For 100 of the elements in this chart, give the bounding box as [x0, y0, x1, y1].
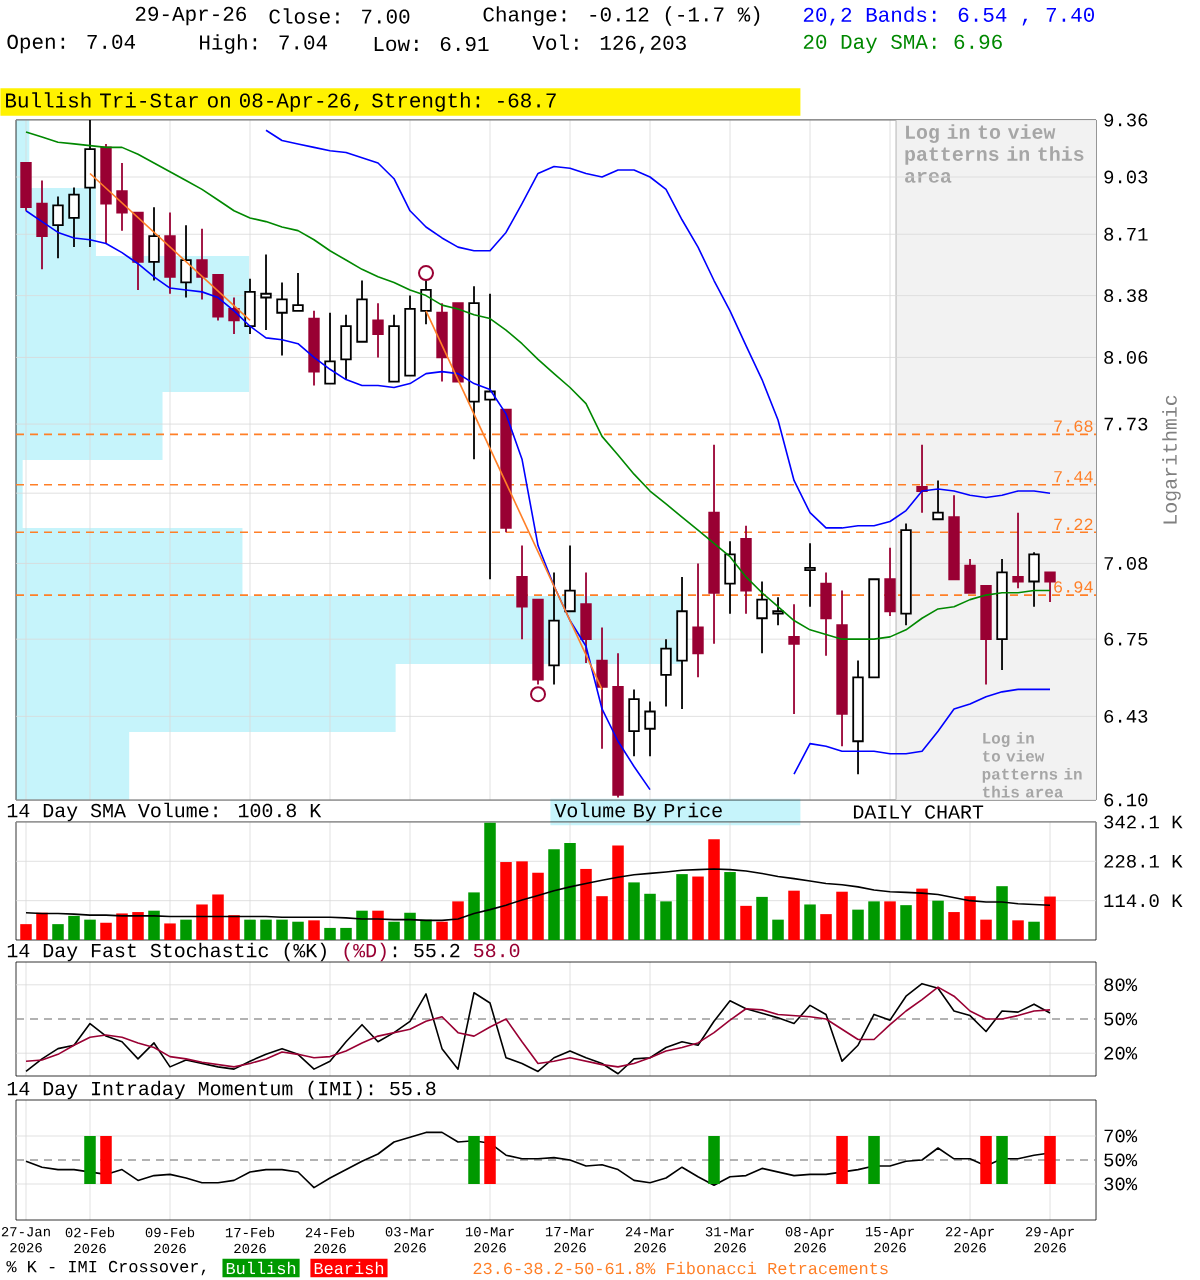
bar	[468, 892, 480, 940]
candlestick	[772, 596, 784, 627]
bar	[180, 919, 192, 940]
chart-title: Bullish Tri-Star on 08-Apr-26, Strength: -68.7	[6, 92, 556, 112]
bar	[100, 922, 112, 940]
text: Open: 7.04	[7, 34, 136, 54]
bar	[84, 919, 96, 940]
text: High: 7.04	[200, 34, 328, 54]
candlestick	[692, 562, 704, 679]
bar	[868, 901, 880, 940]
y-tick-label: 228.1 K	[1104, 854, 1183, 868]
bar	[740, 905, 752, 940]
candlestick	[1012, 511, 1024, 590]
bar	[404, 912, 416, 940]
candlestick	[164, 211, 176, 295]
y-tick-label: 7.73	[1104, 417, 1148, 431]
bar	[436, 921, 448, 940]
bar	[788, 890, 800, 940]
bar	[884, 901, 896, 940]
chart-title: 14 Day SMA Volume: 100.8 K	[7, 802, 322, 822]
y-tick-label: 114.0 K	[1104, 894, 1183, 908]
candlestick	[788, 603, 800, 715]
candlestick	[356, 279, 368, 343]
bar	[500, 862, 512, 940]
bar	[900, 905, 912, 940]
bar	[580, 868, 592, 940]
text: Bullish	[226, 1261, 296, 1275]
y-tick-label: 80%	[1104, 978, 1138, 992]
text: 29-Apr-26	[135, 6, 247, 26]
bar	[820, 914, 832, 940]
legend-title: % K - IMI Crossover,	[6, 1260, 206, 1276]
text: Vol: 126,203	[532, 34, 686, 54]
y-tick-label: 8.71	[1104, 227, 1148, 241]
candlestick	[436, 302, 448, 383]
bar	[324, 927, 336, 940]
text: Low: 6.91	[374, 36, 489, 52]
y-tick-label: 70%	[1104, 1129, 1138, 1143]
bar	[996, 886, 1008, 940]
candlestick	[644, 700, 656, 758]
bar	[932, 900, 944, 940]
bar	[676, 874, 688, 940]
bar	[340, 927, 352, 940]
candlestick	[884, 546, 896, 617]
candlestick	[196, 227, 208, 301]
candlestick	[52, 195, 64, 260]
text: DAILY CHART	[853, 805, 984, 819]
text: 20 Day SMA: 6.96	[803, 34, 1002, 54]
chart-title: 14 Day Fast Stochastic (%K)	[7, 942, 326, 962]
candlestick	[820, 571, 832, 657]
chart-title: 14 Day Intraday Momentum (IMI): 55.8	[7, 1080, 436, 1100]
bar	[756, 896, 768, 940]
candlestick	[68, 186, 80, 249]
bar	[292, 921, 304, 940]
candlestick	[340, 313, 352, 381]
candlestick	[1028, 551, 1040, 608]
candlestick	[932, 479, 944, 521]
bar	[164, 923, 176, 940]
bar	[276, 919, 288, 940]
bar	[228, 915, 240, 940]
candlestick	[580, 571, 592, 664]
y-tick-label: 20%	[1104, 1046, 1138, 1060]
candlestick	[180, 224, 192, 299]
bar	[1044, 896, 1056, 940]
bar	[724, 872, 736, 940]
y-tick-label: 7.08	[1104, 557, 1148, 570]
bar	[212, 894, 224, 940]
bar	[692, 876, 704, 940]
candlestick	[292, 272, 304, 312]
bar	[980, 919, 992, 940]
bar	[20, 924, 32, 940]
text: : 55.2	[393, 943, 460, 958]
candlestick	[276, 281, 288, 357]
text: (%D)	[344, 942, 386, 962]
bar	[388, 921, 400, 940]
candlestick	[724, 540, 736, 615]
candlestick	[564, 544, 576, 613]
candlestick	[324, 311, 336, 385]
candlestick	[548, 571, 560, 686]
bar	[516, 861, 528, 940]
bar	[628, 882, 640, 940]
y-tick-label: 8.06	[1104, 351, 1148, 364]
bar	[804, 904, 816, 940]
candlestick	[628, 688, 640, 758]
bar	[596, 896, 608, 940]
y-axis-title: Logarithmic	[1162, 395, 1181, 524]
candlestick	[36, 179, 48, 271]
bar	[356, 910, 368, 940]
y-tick-label: 30%	[1104, 1177, 1138, 1191]
text: 23.6-38.2-50-61.8% Fibonacci Retracements	[473, 1261, 888, 1275]
bar	[532, 872, 544, 940]
candlestick	[116, 162, 128, 232]
bar	[836, 891, 848, 940]
bar	[196, 904, 208, 940]
candlestick	[260, 253, 272, 331]
bar	[644, 893, 656, 940]
y-tick-label: 342.1 K	[1104, 815, 1183, 829]
bar	[1012, 920, 1024, 940]
bar	[660, 901, 672, 940]
candlestick	[964, 558, 976, 594]
candlestick	[148, 206, 160, 282]
